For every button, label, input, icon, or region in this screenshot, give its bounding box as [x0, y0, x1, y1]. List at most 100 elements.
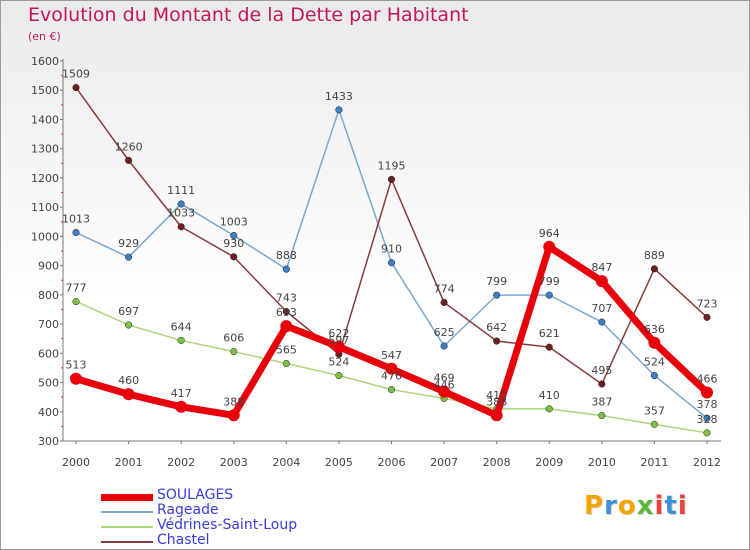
- data-label: 417: [171, 387, 192, 400]
- data-label: 642: [486, 321, 507, 334]
- data-label: 565: [276, 344, 297, 357]
- legend-label: SOULAGES: [157, 487, 234, 503]
- y-tick-label: 700: [38, 318, 59, 331]
- data-label: 964: [539, 227, 560, 240]
- data-label: 357: [644, 404, 665, 417]
- data-point: [440, 342, 448, 350]
- y-tick-label: 1100: [31, 201, 59, 214]
- data-point: [282, 265, 290, 273]
- data-label: 625: [434, 326, 455, 339]
- data-label: 697: [118, 305, 139, 318]
- data-point: [650, 420, 658, 428]
- data-label: 1433: [325, 90, 353, 103]
- y-tick-label: 1400: [31, 113, 59, 126]
- y-tick-label: 400: [38, 406, 59, 419]
- data-point: [703, 414, 711, 422]
- y-tick-label: 1200: [31, 172, 59, 185]
- data-label: 388: [486, 395, 507, 408]
- data-point: [332, 340, 345, 353]
- legend-label: Védrines-Saint-Loup: [157, 517, 298, 533]
- data-point: [175, 400, 188, 413]
- data-point: [70, 372, 82, 385]
- data-label: 328: [697, 413, 718, 426]
- legend-swatch: [101, 541, 153, 543]
- x-tick-label: 2010: [588, 456, 616, 469]
- data-point: [438, 385, 451, 398]
- data-point: [387, 175, 396, 183]
- data-label: 774: [434, 282, 455, 295]
- data-point: [703, 429, 711, 437]
- data-label: 707: [591, 302, 612, 315]
- data-point: [598, 318, 606, 326]
- y-tick-label: 900: [38, 260, 59, 273]
- data-point: [545, 405, 553, 413]
- data-label: 410: [539, 389, 560, 402]
- data-point: [72, 229, 80, 237]
- data-point: [595, 275, 608, 288]
- data-label: 847: [591, 261, 612, 274]
- data-label: 799: [539, 275, 560, 288]
- data-label: 476: [381, 370, 402, 383]
- x-tick-label: 2005: [325, 456, 353, 469]
- x-tick-label: 2012: [693, 456, 721, 469]
- data-point: [72, 298, 80, 306]
- data-label: 446: [434, 378, 455, 391]
- data-label: 799: [486, 275, 507, 288]
- data-label: 743: [276, 292, 297, 305]
- data-point: [545, 343, 553, 351]
- data-label: 524: [328, 356, 349, 369]
- data-label: 378: [697, 398, 718, 411]
- data-point: [335, 371, 343, 380]
- data-label: 888: [276, 249, 297, 262]
- data-label: 1260: [115, 140, 143, 153]
- legend-label: Rageade: [157, 502, 219, 518]
- data-label: 929: [118, 237, 139, 250]
- data-label: 1013: [62, 213, 90, 226]
- data-point: [335, 106, 343, 114]
- data-label: 644: [171, 320, 192, 333]
- data-point: [177, 223, 185, 231]
- legend-swatch: [101, 526, 153, 528]
- data-label: 777: [66, 282, 87, 295]
- data-point: [387, 259, 396, 267]
- data-label: 495: [591, 364, 612, 377]
- x-tick-label: 2007: [430, 456, 458, 469]
- data-point: [230, 231, 238, 240]
- data-label: 547: [381, 349, 402, 362]
- data-label: 469: [434, 372, 455, 385]
- x-tick-label: 2004: [272, 456, 300, 469]
- chart-unit: (en €): [28, 30, 61, 43]
- legend-label: Chastel: [157, 532, 210, 548]
- data-point: [650, 265, 658, 273]
- y-tick-label: 500: [38, 377, 59, 390]
- data-label: 513: [66, 359, 87, 372]
- y-tick-label: 600: [38, 347, 59, 360]
- proxiti-logo: Proxiti: [584, 491, 688, 521]
- x-tick-label: 2003: [220, 456, 248, 469]
- data-point: [230, 253, 238, 261]
- legend-swatch: [101, 494, 153, 501]
- legend-swatch: [101, 511, 153, 513]
- x-tick-label: 2001: [115, 456, 143, 469]
- data-label: 606: [223, 332, 244, 345]
- x-tick-label: 2000: [62, 456, 90, 469]
- x-tick-label: 2008: [483, 456, 511, 469]
- data-point: [598, 380, 606, 388]
- data-point: [598, 412, 606, 420]
- data-label: 524: [644, 356, 665, 369]
- data-label: 723: [697, 297, 718, 310]
- data-label: 1033: [167, 207, 195, 220]
- data-point: [490, 409, 503, 422]
- data-label: 930: [223, 237, 244, 250]
- data-point: [282, 307, 290, 316]
- y-tick-label: 1000: [31, 230, 59, 243]
- data-point: [387, 386, 396, 394]
- data-label: 622: [328, 327, 349, 340]
- x-tick-label: 2002: [167, 456, 195, 469]
- data-point: [493, 291, 501, 299]
- data-point: [385, 362, 398, 375]
- data-label: 910: [381, 243, 402, 256]
- data-point: [650, 371, 658, 380]
- x-tick-label: 2006: [378, 456, 406, 469]
